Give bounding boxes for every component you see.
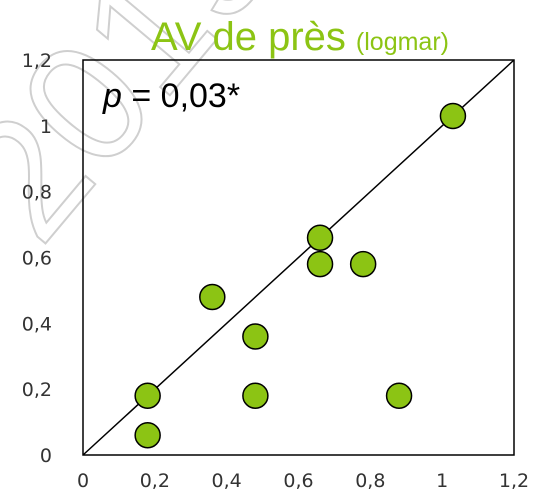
data-points [134,102,467,449]
p-value-annotation: p = 0,03* [102,77,240,115]
x-tick-label: 1 [436,470,448,492]
y-tick-label: 0,4 [22,313,52,335]
data-point [199,283,226,311]
data-point [306,250,334,278]
data-point [134,422,161,449]
data-point [385,382,413,409]
x-tick-label: 0,2 [140,470,170,492]
data-point [349,250,377,278]
data-point [242,382,269,409]
data-point [134,382,161,409]
y-tick-label: 0 [40,445,52,467]
y-tick-label: 0,8 [22,182,52,204]
y-tick-labels: 0 0,2 0,4 0,6 0,8 1 1,2 [22,50,52,467]
y-tick-label: 1,2 [22,50,52,72]
x-tick-label: 0,6 [283,470,313,492]
x-tick-labels: 0 0,2 0,4 0,6 0,8 1 1,2 [77,470,529,492]
plot-frame [82,59,515,456]
data-point [439,102,467,130]
x-tick-label: 0,8 [355,470,385,492]
y-tick-label: 1 [40,116,52,138]
x-tick-label: 0 [77,470,89,492]
chart-title: AV de près (logmar) [151,15,449,59]
y-tick-label: 0,6 [22,248,52,270]
chart-title-unit: (logmar) [356,28,449,56]
y-tick-label: 0,2 [22,379,52,401]
data-point [306,224,334,251]
chart-title-main: AV de près [151,15,346,59]
x-tick-label: 0,4 [212,470,242,492]
x-tick-label: 1,2 [499,470,529,492]
data-point [242,323,269,350]
p-value-symbol: p [102,77,122,115]
p-value-text: = 0,03* [122,77,240,115]
